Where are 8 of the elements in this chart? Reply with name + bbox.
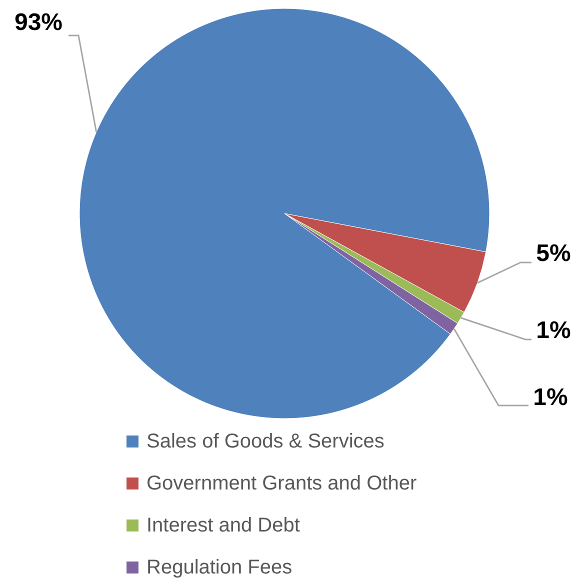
data-label: 93%: [14, 9, 63, 36]
legend-label: Sales of Goods & Services: [146, 430, 384, 452]
legend-label: Government Grants and Other: [146, 472, 417, 494]
data-label: 1%: [536, 317, 571, 344]
legend-label: Interest and Debt: [146, 514, 300, 536]
data-label: 1%: [533, 384, 568, 411]
legend-label: Regulation Fees: [146, 556, 292, 578]
data-label: 5%: [536, 240, 571, 267]
